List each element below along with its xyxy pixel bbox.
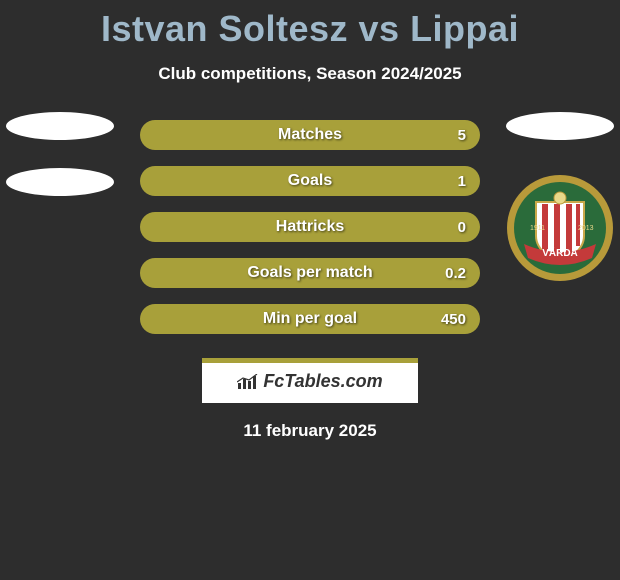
- stat-bars: Matches 5 Goals 1 Hattricks 0 Goals per …: [140, 120, 480, 334]
- stat-row-goals: Goals 1: [140, 166, 480, 196]
- avatar-placeholder-oval: [6, 168, 114, 196]
- widget-root: Istvan Soltesz vs Lippai Club competitio…: [0, 0, 620, 441]
- stat-right-value: 1: [458, 173, 466, 190]
- club-badge-svg: VÁRDA 1911 2013: [506, 174, 614, 282]
- stat-row-hattricks: Hattricks 0: [140, 212, 480, 242]
- stat-label: Goals per match: [247, 264, 372, 282]
- stat-right-value: 5: [458, 127, 466, 144]
- avatar-placeholder-oval: [6, 112, 114, 140]
- stat-right-value: 0: [458, 219, 466, 236]
- svg-text:1911: 1911: [530, 225, 545, 232]
- stat-label: Goals: [288, 172, 332, 190]
- subtitle: Club competitions, Season 2024/2025: [0, 64, 620, 84]
- stat-row-min-per-goal: Min per goal 450: [140, 304, 480, 334]
- stats-area: VÁRDA 1911 2013 Matches 5 Goals 1 Hattri…: [0, 120, 620, 441]
- svg-text:2013: 2013: [578, 225, 594, 232]
- club-badge: VÁRDA 1911 2013: [506, 174, 614, 282]
- avatar-placeholder-oval: [506, 112, 614, 140]
- stat-label: Hattricks: [276, 218, 344, 236]
- bar-chart-icon: [237, 374, 259, 390]
- source-logo-text: FcTables.com: [263, 371, 382, 392]
- stat-right-value: 0.2: [445, 265, 466, 282]
- page-title: Istvan Soltesz vs Lippai: [0, 8, 620, 50]
- stat-label: Min per goal: [263, 310, 357, 328]
- stat-label: Matches: [278, 126, 342, 144]
- date-line: 11 february 2025: [0, 421, 620, 441]
- stat-row-goals-per-match: Goals per match 0.2: [140, 258, 480, 288]
- source-logo: FcTables.com: [237, 371, 382, 392]
- stat-right-value: 450: [441, 311, 466, 328]
- source-logo-box[interactable]: FcTables.com: [202, 358, 418, 403]
- player-left-avatar: [6, 112, 114, 220]
- svg-text:VÁRDA: VÁRDA: [542, 246, 578, 259]
- stat-row-matches: Matches 5: [140, 120, 480, 150]
